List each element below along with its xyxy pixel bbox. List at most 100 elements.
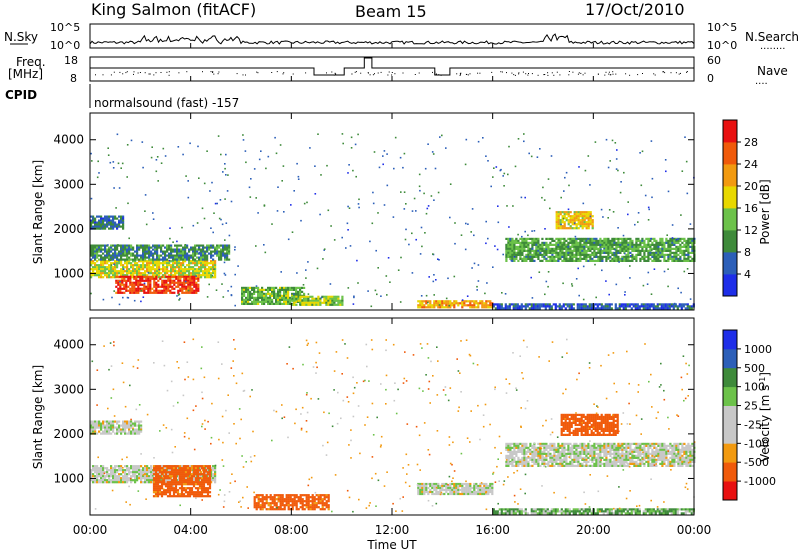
heat-cell bbox=[511, 245, 514, 248]
heat-cell bbox=[583, 245, 586, 248]
heat-cell bbox=[104, 217, 107, 220]
heat-cell bbox=[193, 283, 196, 286]
heat-cell bbox=[618, 305, 621, 308]
heat-cell bbox=[134, 475, 137, 478]
heat-cell bbox=[120, 252, 123, 255]
heat-cell bbox=[305, 498, 308, 501]
heat-cell bbox=[224, 252, 227, 255]
heat-cell bbox=[555, 215, 558, 218]
heat-cell bbox=[691, 241, 694, 244]
nave-dot bbox=[514, 74, 516, 76]
heat-cell bbox=[152, 268, 155, 271]
heat-cell bbox=[184, 280, 187, 283]
heat-cell bbox=[517, 239, 520, 242]
heat-cell bbox=[152, 264, 155, 267]
heat-cell bbox=[180, 262, 183, 265]
heat-cell bbox=[170, 246, 173, 249]
heat-cell bbox=[138, 244, 141, 247]
heat-cell bbox=[132, 264, 135, 267]
nave-dot bbox=[394, 73, 396, 75]
heat-cell bbox=[636, 303, 639, 306]
heat-cell bbox=[255, 285, 258, 287]
heat-cell bbox=[108, 217, 111, 220]
heat-cell bbox=[309, 301, 312, 304]
heat-cell bbox=[212, 264, 215, 267]
heat-cell bbox=[615, 283, 618, 286]
heat-cell bbox=[299, 286, 302, 289]
heat-cell bbox=[575, 253, 578, 256]
heat-cell bbox=[166, 483, 170, 486]
heat-cell bbox=[293, 303, 296, 306]
heat-cell bbox=[565, 211, 568, 214]
heat-cell bbox=[297, 294, 300, 297]
heat-cell bbox=[259, 498, 262, 501]
heat-cell bbox=[575, 225, 578, 228]
heat-cell bbox=[110, 471, 113, 474]
heat-cell bbox=[176, 295, 178, 297]
heat-cell bbox=[214, 248, 217, 251]
heat-cell bbox=[182, 495, 186, 498]
heat-cell bbox=[257, 504, 260, 507]
heat-cell bbox=[267, 288, 270, 291]
heat-cell bbox=[214, 475, 217, 478]
heat-cell bbox=[299, 292, 302, 295]
heat-cell bbox=[156, 479, 160, 482]
heat-cell bbox=[619, 257, 622, 260]
heat-cell bbox=[145, 277, 148, 280]
heat-cell bbox=[479, 302, 482, 305]
nave-dot bbox=[380, 71, 382, 73]
heat-cell bbox=[162, 266, 165, 269]
heat-cell bbox=[533, 251, 536, 254]
heat-cell bbox=[132, 276, 135, 279]
heat-cell bbox=[154, 469, 158, 472]
heat-cell bbox=[104, 477, 107, 480]
heat-cell bbox=[655, 259, 658, 262]
heat-cell bbox=[136, 246, 139, 249]
heat-cell bbox=[555, 227, 558, 230]
heat-cell bbox=[151, 275, 154, 278]
heat-cell bbox=[102, 481, 105, 484]
heat-cell bbox=[114, 221, 117, 224]
heat-cell bbox=[208, 477, 212, 480]
heat-cell bbox=[122, 296, 124, 299]
nave-dot bbox=[168, 71, 170, 73]
heat-cell bbox=[668, 305, 671, 308]
heat-cell bbox=[108, 477, 111, 480]
heat-cell bbox=[538, 307, 541, 310]
heat-cell bbox=[192, 268, 195, 271]
heat-cell bbox=[585, 225, 588, 228]
heat-cell bbox=[188, 248, 191, 251]
heat-cell bbox=[174, 489, 178, 492]
heat-cell bbox=[579, 255, 582, 258]
heat-cell bbox=[528, 152, 530, 155]
colorbar-tick-label: 28 bbox=[744, 136, 758, 149]
heat-cell bbox=[319, 494, 322, 497]
heat-cell bbox=[184, 467, 188, 470]
heat-cell bbox=[121, 291, 124, 294]
heat-cell bbox=[290, 204, 292, 206]
heat-cell bbox=[90, 260, 93, 263]
heat-cell bbox=[188, 266, 191, 269]
heat-cell bbox=[212, 231, 214, 234]
heat-cell bbox=[605, 237, 608, 240]
heat-cell bbox=[136, 477, 139, 480]
heat-cell bbox=[154, 473, 158, 476]
heat-cell bbox=[515, 241, 518, 244]
heat-cell bbox=[247, 294, 250, 297]
heat-cell bbox=[581, 227, 584, 230]
heat-cell bbox=[160, 493, 164, 496]
heat-cell bbox=[154, 246, 157, 249]
heat-cell bbox=[627, 255, 630, 258]
heat-cell bbox=[146, 475, 149, 478]
heat-cell bbox=[156, 465, 160, 468]
heat-cell bbox=[571, 223, 574, 226]
heat-cell bbox=[112, 219, 115, 222]
heat-cell bbox=[615, 259, 618, 262]
heat-cell bbox=[599, 259, 602, 262]
heat-cell bbox=[578, 303, 581, 306]
heat-cell bbox=[154, 465, 158, 468]
heat-cell bbox=[629, 237, 632, 240]
heat-cell bbox=[657, 247, 660, 250]
heat-cell bbox=[624, 291, 626, 293]
heat-cell bbox=[214, 276, 217, 279]
